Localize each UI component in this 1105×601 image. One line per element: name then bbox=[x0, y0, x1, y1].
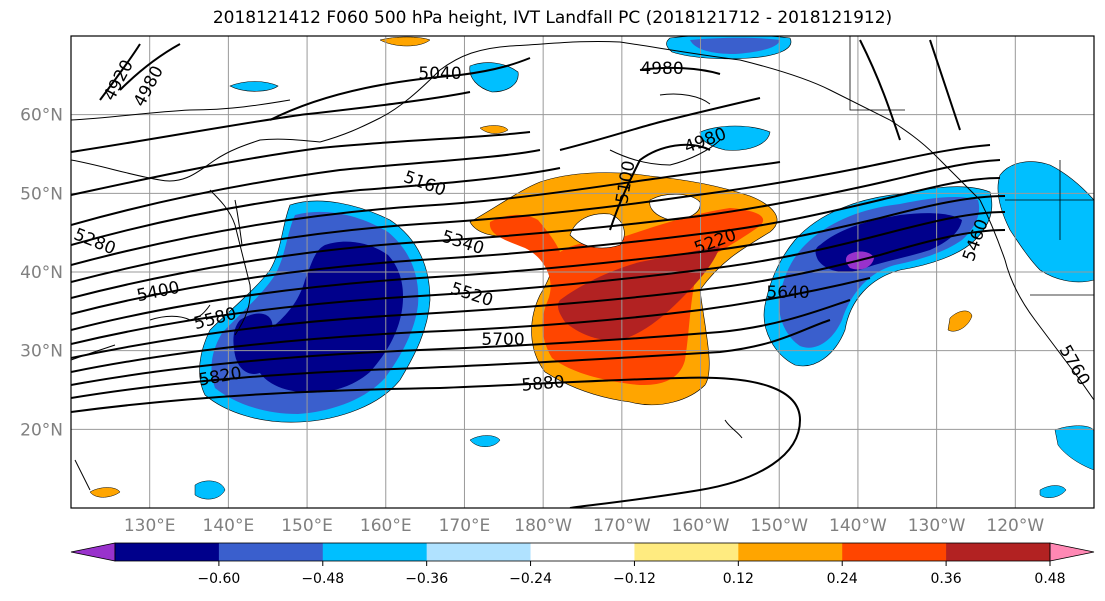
lon-tick-label: 170°E bbox=[439, 516, 491, 536]
neg-region-south1 bbox=[469, 435, 501, 447]
pos-region-small3 bbox=[379, 36, 431, 47]
lat-tick-label: 50°N bbox=[20, 184, 63, 204]
colorbar-tick-label: 0.48 bbox=[1034, 571, 1065, 587]
lon-tick-label: 130°E bbox=[124, 516, 176, 536]
lon-tick-label: 130°W bbox=[908, 516, 966, 536]
latitude-tick-labels: 20°N 30°N 40°N 50°N 60°N bbox=[20, 106, 63, 441]
contour-label-text: 5280 bbox=[71, 225, 119, 260]
colorbar-segment bbox=[530, 543, 635, 561]
lat-tick-label: 30°N bbox=[20, 342, 63, 362]
neg-region-north-mid bbox=[690, 37, 780, 54]
longitude-tick-labels: 130°E 140°E 150°E 160°E 170°E 180°W 170°W 160°W… bbox=[124, 516, 1045, 536]
contour-label: 5760 bbox=[1055, 342, 1094, 389]
contour-label: 5400 bbox=[135, 278, 181, 307]
neg-region-north3 bbox=[699, 125, 771, 151]
contour-label-text: 5880 bbox=[521, 372, 566, 396]
contour-label: 5160 bbox=[401, 167, 448, 201]
contour-label-text: 5640 bbox=[766, 283, 809, 303]
lon-tick-label: 170°W bbox=[593, 516, 651, 536]
colorbar-segment bbox=[115, 543, 220, 561]
colorbar: −0.60 −0.48 −0.36 −0.24 −0.12 0.12 0.24 0.36 0.4… bbox=[70, 542, 1095, 587]
lat-tick-label: 20°N bbox=[20, 420, 63, 440]
contour-label-text: 5760 bbox=[1055, 342, 1094, 389]
gridlines bbox=[71, 36, 1094, 508]
borders bbox=[849, 36, 1094, 296]
colorbar-segment bbox=[842, 543, 947, 561]
white-hole bbox=[569, 213, 625, 249]
contour-label: 5640 bbox=[766, 283, 809, 303]
neg-region-north2 bbox=[469, 62, 519, 93]
lon-tick-label: 150°E bbox=[281, 516, 333, 536]
colorbar-extend-low bbox=[70, 542, 116, 562]
map-frame bbox=[70, 35, 1095, 509]
neg-region-west-dark bbox=[256, 241, 404, 393]
lon-tick-label: 160°W bbox=[672, 516, 730, 536]
lon-tick-label: 160°E bbox=[360, 516, 412, 536]
contour-label: 5700 bbox=[481, 330, 524, 350]
colorbar-segment bbox=[738, 543, 843, 561]
neg-region-south3 bbox=[194, 480, 226, 500]
lon-tick-label: 180°W bbox=[514, 516, 572, 536]
lon-tick-label: 140°W bbox=[829, 516, 887, 536]
neg-region-north4 bbox=[229, 81, 279, 92]
colorbar-segment bbox=[946, 543, 1051, 561]
map-title: 2018121412 F060 500 hPa height, IVT Land… bbox=[212, 8, 893, 28]
colorbar-tick-label: 0.24 bbox=[827, 571, 858, 587]
colorbar-segment bbox=[218, 543, 324, 561]
colorbar-segment bbox=[634, 543, 739, 561]
colorbar-extend-high bbox=[1049, 542, 1095, 562]
colorbar-segment bbox=[322, 543, 428, 561]
colorbar-tick-label: −0.12 bbox=[613, 571, 656, 587]
pos-region-small2 bbox=[947, 310, 973, 332]
contour-label-text: 5040 bbox=[418, 64, 461, 84]
contour-label-text: 5340 bbox=[439, 227, 486, 259]
colorbar-tick-label: 0.36 bbox=[931, 571, 962, 587]
height-contours bbox=[71, 39, 1006, 508]
lon-tick-label: 120°W bbox=[986, 516, 1044, 536]
colorbar-tick-label: 0.12 bbox=[723, 571, 754, 587]
lon-tick-label: 150°W bbox=[750, 516, 808, 536]
contour-label: 5880 bbox=[521, 372, 566, 396]
neg-region-south4 bbox=[1039, 485, 1067, 498]
neg-region-south2 bbox=[1054, 425, 1094, 471]
contour-label: 5040 bbox=[418, 64, 461, 84]
colorbar-tick-label: −0.48 bbox=[301, 571, 344, 587]
pos-region-small4 bbox=[89, 487, 121, 498]
contour-label: 4980 bbox=[640, 59, 683, 79]
contour-label: 5520 bbox=[448, 279, 495, 311]
lat-tick-label: 40°N bbox=[20, 263, 63, 283]
contour-label-text: 4980 bbox=[682, 124, 729, 158]
colorbar-tick-label: −0.36 bbox=[405, 571, 448, 587]
lat-tick-label: 60°N bbox=[20, 106, 63, 126]
colorbar-frame bbox=[114, 542, 1051, 562]
coastlines bbox=[71, 40, 1094, 491]
contour-label-text: 4980 bbox=[640, 59, 683, 79]
contour-label-text: 5160 bbox=[401, 167, 448, 201]
contour-label-text: 5520 bbox=[448, 279, 495, 311]
colorbar-tick-label: −0.60 bbox=[197, 571, 240, 587]
colorbar-segment bbox=[426, 543, 532, 561]
lon-tick-label: 140°E bbox=[203, 516, 255, 536]
pos-region-small bbox=[479, 125, 509, 134]
pos-region-darkred bbox=[557, 246, 720, 341]
contour-label-text: 5700 bbox=[481, 330, 524, 350]
colorbar-tick-label: −0.24 bbox=[509, 571, 552, 587]
neg-region-coast bbox=[997, 161, 1094, 283]
